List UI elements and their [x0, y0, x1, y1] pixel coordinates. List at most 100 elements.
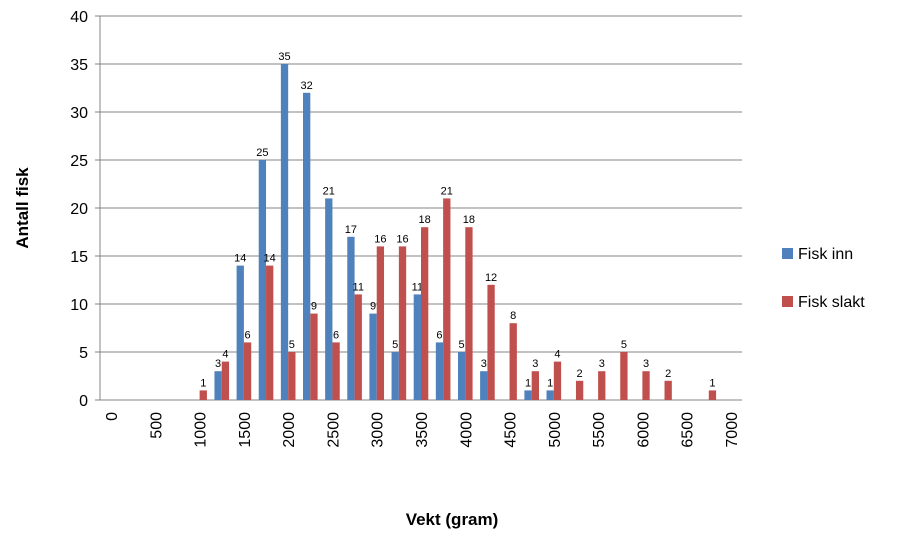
x-tick-label: 3500 — [414, 412, 431, 448]
bar — [221, 361, 230, 400]
x-tick-label: 0 — [104, 412, 121, 421]
value-label: 35 — [278, 51, 290, 63]
bar — [303, 92, 311, 401]
value-label: 32 — [301, 80, 313, 92]
legend-swatch — [782, 296, 793, 307]
bar — [443, 198, 451, 400]
bar — [664, 380, 672, 400]
x-tick-label: 6500 — [680, 412, 697, 448]
value-label: 5 — [459, 339, 465, 351]
y-tick-label: 30 — [70, 105, 88, 122]
value-label: 21 — [323, 185, 335, 197]
x-tick-label: 500 — [148, 412, 165, 439]
y-tick-label: 15 — [70, 249, 88, 266]
x-tick-label: 5500 — [591, 412, 608, 448]
bar — [332, 342, 340, 400]
x-tick-label: 2000 — [281, 412, 298, 448]
value-label: 5 — [289, 339, 295, 351]
y-tick-label: 40 — [70, 9, 88, 26]
value-label: 16 — [396, 233, 408, 245]
bar — [266, 265, 274, 400]
value-label: 2 — [577, 368, 583, 380]
legend-label: Fisk slakt — [798, 294, 865, 311]
x-axis-title: Vekt (gram) — [406, 510, 499, 529]
bar — [553, 361, 562, 400]
value-label: 18 — [419, 214, 431, 226]
bar — [457, 352, 466, 400]
x-tick-label: 2500 — [325, 412, 342, 448]
bar — [288, 352, 296, 400]
value-label: 3 — [599, 358, 605, 370]
bar — [280, 64, 289, 400]
y-tick-label: 35 — [70, 57, 88, 74]
value-label: 3 — [481, 358, 487, 370]
value-label: 21 — [441, 185, 453, 197]
bar — [325, 198, 333, 400]
bar — [620, 352, 628, 400]
x-tick-label: 4500 — [503, 412, 520, 448]
bar — [391, 352, 399, 400]
value-label: 18 — [463, 214, 475, 226]
y-tick-label: 25 — [70, 153, 88, 170]
value-label: 16 — [374, 233, 386, 245]
bar — [376, 246, 385, 400]
value-label: 9 — [311, 301, 317, 313]
legend-swatch — [782, 248, 793, 259]
y-tick-label: 5 — [79, 345, 88, 362]
bar — [509, 323, 517, 400]
y-tick-label: 10 — [70, 297, 88, 314]
bar — [546, 390, 554, 400]
bar — [708, 390, 717, 400]
value-label: 1 — [200, 377, 206, 389]
value-label: 4 — [222, 349, 228, 361]
legend-label: Fisk inn — [798, 246, 853, 263]
value-label: 5 — [621, 339, 627, 351]
value-label: 11 — [412, 281, 423, 293]
bar — [243, 342, 252, 400]
value-label: 3 — [643, 358, 649, 370]
bar — [487, 284, 495, 400]
value-label: 12 — [485, 272, 497, 284]
y-tick-label: 20 — [70, 201, 88, 218]
value-label: 2 — [665, 368, 671, 380]
value-label: 17 — [345, 224, 357, 236]
bar — [531, 371, 539, 400]
bar — [465, 227, 473, 400]
bar — [421, 227, 429, 400]
bar — [598, 371, 606, 400]
y-axis-title: Antall fisk — [13, 167, 32, 249]
bar — [236, 265, 244, 400]
bar — [480, 371, 488, 400]
bar — [575, 380, 584, 400]
value-label: 4 — [554, 349, 560, 361]
value-label: 8 — [510, 310, 516, 322]
bar — [642, 371, 650, 400]
x-tick-label: 5000 — [547, 412, 564, 448]
x-tick-label: 7000 — [724, 412, 741, 448]
value-label: 6 — [333, 329, 339, 341]
x-tick-label: 6000 — [635, 412, 652, 448]
value-label: 11 — [353, 281, 364, 293]
value-label: 6 — [244, 329, 250, 341]
x-tick-label: 4000 — [458, 412, 475, 448]
value-label: 6 — [436, 329, 442, 341]
bar — [347, 236, 355, 400]
bar — [310, 313, 318, 400]
value-label: 14 — [264, 253, 276, 265]
value-label: 14 — [234, 253, 246, 265]
bar — [524, 390, 532, 400]
value-label: 1 — [709, 377, 715, 389]
bar — [398, 246, 407, 400]
value-label: 9 — [370, 301, 376, 313]
value-label: 1 — [525, 377, 531, 389]
y-tick-label: 0 — [79, 393, 88, 410]
bar — [369, 313, 377, 400]
bar — [354, 294, 362, 400]
x-tick-label: 1500 — [237, 412, 254, 448]
bar — [258, 160, 267, 400]
value-label: 25 — [256, 147, 268, 159]
value-label: 5 — [392, 339, 398, 351]
x-tick-label: 3000 — [370, 412, 387, 448]
x-tick-label: 1000 — [193, 412, 210, 448]
